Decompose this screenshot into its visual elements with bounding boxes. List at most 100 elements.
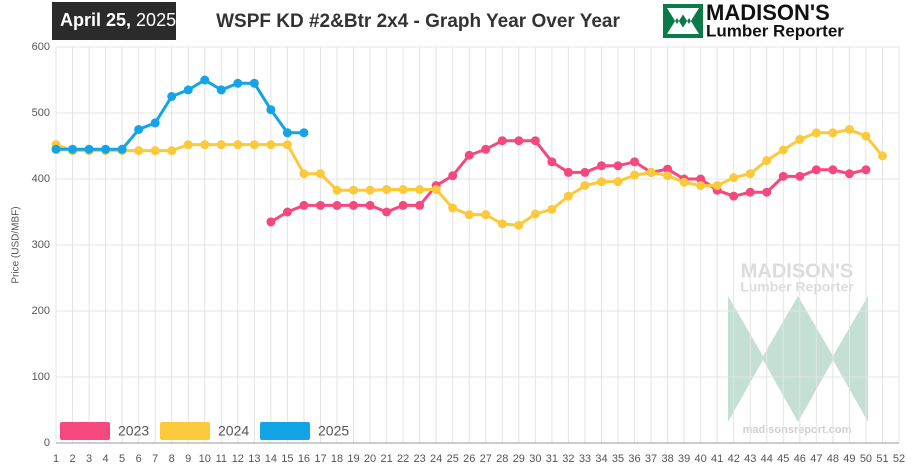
data-point <box>200 140 210 150</box>
x-tick-label: 7 <box>152 453 158 465</box>
data-point <box>712 181 722 191</box>
x-tick-label: 38 <box>661 453 673 465</box>
data-point <box>382 207 392 217</box>
x-tick-label: 4 <box>103 453 109 465</box>
data-point <box>745 187 755 197</box>
x-tick-label: 5 <box>119 453 125 465</box>
data-point <box>844 169 854 179</box>
x-tick-label: 32 <box>562 453 574 465</box>
data-point <box>299 200 309 210</box>
x-tick-label: 30 <box>529 453 541 465</box>
y-tick-label: 300 <box>32 239 50 251</box>
data-point <box>530 209 540 219</box>
data-point <box>365 200 375 210</box>
data-point <box>365 185 375 195</box>
data-point <box>167 146 177 156</box>
watermark: MADISON'S Lumber Reporter madisonsreport… <box>728 260 868 436</box>
chart-title: WSPF KD #2&Btr 2x4 - Graph Year Over Yea… <box>216 11 620 32</box>
y-tick-label: 600 <box>32 41 50 53</box>
data-point <box>729 191 739 201</box>
data-point <box>249 78 259 88</box>
x-tick-label: 17 <box>314 453 326 465</box>
data-point <box>431 185 441 195</box>
data-point <box>696 174 706 184</box>
data-point <box>448 203 458 213</box>
data-point <box>150 146 160 156</box>
x-tick-label: 29 <box>513 453 525 465</box>
data-point <box>646 167 656 177</box>
x-tick-label: 1 <box>53 453 59 465</box>
data-point <box>762 187 772 197</box>
data-point <box>266 105 276 115</box>
data-point <box>795 171 805 181</box>
legend-swatch <box>260 422 310 440</box>
data-point <box>282 140 292 150</box>
x-tick-label: 19 <box>347 453 359 465</box>
data-point <box>167 92 177 101</box>
x-tick-label: 2 <box>69 453 75 465</box>
data-point <box>216 85 226 95</box>
data-point <box>613 161 623 171</box>
data-point <box>464 150 474 160</box>
x-tick-label: 9 <box>185 453 191 465</box>
watermark-name: MADISON'S <box>741 260 854 282</box>
x-tick-label: 46 <box>794 453 806 465</box>
data-point <box>844 125 854 134</box>
data-point <box>630 157 640 167</box>
data-point <box>514 220 524 230</box>
data-point <box>134 125 144 134</box>
x-tick-label: 34 <box>595 453 607 465</box>
x-tick-label: 43 <box>744 453 756 465</box>
data-point <box>530 136 540 146</box>
x-tick-label: 42 <box>728 453 740 465</box>
data-point <box>415 185 425 195</box>
data-point <box>315 200 325 210</box>
y-tick-label: 400 <box>32 173 50 185</box>
data-point <box>117 144 127 154</box>
series-line <box>56 78 304 151</box>
x-tick-label: 49 <box>843 453 855 465</box>
legend-label: 2023 <box>118 423 149 439</box>
y-axis-label: Price (USD/MBF) <box>11 206 22 283</box>
x-tick-label: 16 <box>298 453 310 465</box>
data-point <box>811 128 821 138</box>
data-point <box>729 173 739 183</box>
data-point <box>382 185 392 195</box>
x-tick-label: 33 <box>579 453 591 465</box>
x-tick-label: 20 <box>364 453 376 465</box>
data-point <box>415 200 425 210</box>
date-day: April 25, <box>60 10 131 30</box>
data-point <box>596 177 606 187</box>
data-point <box>183 140 193 150</box>
y-tick-label: 0 <box>44 437 50 449</box>
data-point <box>811 165 821 175</box>
data-point <box>332 185 342 195</box>
x-tick-label: 52 <box>893 453 905 465</box>
data-point <box>282 207 292 217</box>
data-point <box>596 161 606 171</box>
data-point <box>497 136 507 146</box>
x-tick-label: 36 <box>628 453 640 465</box>
x-tick-label: 14 <box>265 453 277 465</box>
data-point <box>398 200 408 210</box>
data-point <box>398 185 408 195</box>
data-point <box>481 210 491 220</box>
data-point <box>266 217 276 227</box>
data-point <box>266 140 276 150</box>
data-point <box>233 140 243 150</box>
data-point <box>315 169 325 179</box>
data-point <box>778 145 788 155</box>
legend-label: 2024 <box>218 423 249 439</box>
x-tick-label: 41 <box>711 453 723 465</box>
data-point <box>282 128 292 138</box>
legend-label: 2025 <box>318 423 349 439</box>
date-year: 2025 <box>136 10 176 30</box>
data-point <box>861 131 871 141</box>
y-tick-label: 200 <box>32 305 50 317</box>
x-tick-label: 26 <box>463 453 475 465</box>
data-point <box>663 164 673 174</box>
data-point <box>150 118 160 128</box>
